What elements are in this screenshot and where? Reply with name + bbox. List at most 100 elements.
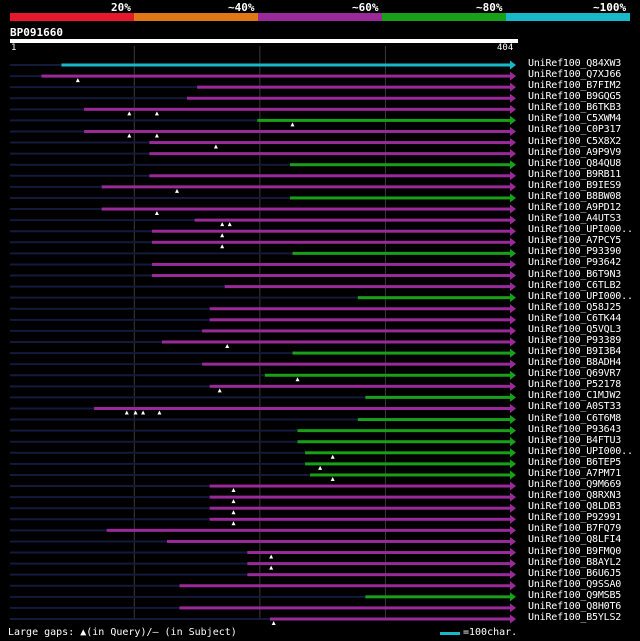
hit-label[interactable]: UniRef100_Q8LFI4 [528, 534, 622, 546]
hit-label[interactable]: UniRef100_Q84QU8 [528, 157, 622, 169]
hit-label[interactable]: UniRef100_B6T9N3 [528, 268, 622, 280]
hit-row[interactable] [10, 326, 516, 336]
hit-label[interactable]: UniRef100_C6TK44 [528, 312, 622, 324]
hit-row[interactable] [10, 581, 516, 591]
hit-label[interactable]: UniRef100_C5X8X2 [528, 135, 622, 147]
hit-row[interactable] [10, 237, 516, 249]
hit-row[interactable] [10, 415, 516, 425]
hit-row[interactable] [10, 138, 516, 149]
hit-label[interactable]: UniRef100_B8AYL2 [528, 556, 622, 568]
hit-row[interactable] [10, 71, 516, 83]
hit-label[interactable]: UniRef100_B9RB11 [528, 168, 622, 180]
hit-label[interactable]: UniRef100_A9PD12 [528, 202, 622, 214]
hit-row[interactable] [10, 182, 516, 193]
hit-label[interactable]: UniRef100_A7PM71 [528, 467, 622, 479]
hit-row[interactable] [10, 437, 516, 447]
hit-label[interactable]: UniRef100_Q69VR7 [528, 368, 622, 380]
hit-label[interactable]: UniRef100_A9P9V9 [528, 146, 622, 158]
hit-label[interactable]: UniRef100_Q9SSA0 [528, 578, 622, 590]
hit-label[interactable]: UniRef100_C0P317 [528, 124, 622, 136]
hit-row[interactable] [10, 614, 516, 626]
hit-row[interactable] [10, 459, 516, 470]
hit-label[interactable]: UniRef100_B9GQG5 [528, 91, 622, 103]
hit-row[interactable] [10, 282, 516, 292]
hit-label[interactable]: UniRef100_B4FTU3 [528, 434, 622, 446]
hit-row[interactable] [10, 403, 516, 415]
hit-label[interactable]: UniRef100_UPI000.. [528, 445, 633, 457]
hit-row[interactable] [10, 426, 516, 436]
hit-label[interactable]: UniRef100_P52178 [528, 379, 622, 391]
hit-row[interactable] [10, 204, 516, 216]
hit-label[interactable]: UniRef100_B6TKB3 [528, 102, 622, 114]
hit-row[interactable] [10, 548, 516, 559]
hit-row[interactable] [10, 60, 516, 70]
hit-row[interactable] [10, 603, 516, 613]
hit-label[interactable]: UniRef100_P93642 [528, 257, 622, 269]
hit-label[interactable]: UniRef100_UPI000.. [528, 224, 633, 236]
hit-row[interactable] [10, 259, 516, 269]
hit-row[interactable] [10, 470, 516, 481]
hit-row[interactable] [10, 271, 516, 281]
hit-row[interactable] [10, 492, 516, 504]
hit-row[interactable] [10, 514, 516, 526]
hit-row[interactable] [10, 215, 516, 227]
hit-row[interactable] [10, 570, 516, 580]
hit-row[interactable] [10, 226, 516, 238]
hit-label[interactable]: UniRef100_A4UTS3 [528, 213, 622, 225]
hit-row[interactable] [10, 348, 516, 358]
hit-label[interactable]: UniRef100_C6T6M8 [528, 412, 622, 424]
hit-label[interactable]: UniRef100_Q9M669 [528, 479, 622, 491]
hit-row[interactable] [10, 82, 516, 92]
hit-label[interactable]: UniRef100_C1MJW2 [528, 390, 622, 402]
hit-label[interactable]: UniRef100_Q8RXN3 [528, 490, 622, 502]
hit-label[interactable]: UniRef100_B9FMQ0 [528, 545, 622, 557]
hit-label[interactable]: UniRef100_P93643 [528, 423, 622, 435]
hit-label[interactable]: UniRef100_Q58J25 [528, 301, 622, 313]
hit-row[interactable] [10, 193, 516, 203]
hit-row[interactable] [10, 248, 516, 258]
hit-label[interactable]: UniRef100_A0ST33 [528, 401, 622, 413]
hit-label[interactable]: UniRef100_B8BW08 [528, 190, 622, 202]
hit-label[interactable]: UniRef100_Q9MSB5 [528, 589, 622, 601]
hit-row[interactable] [10, 315, 516, 325]
hit-row[interactable] [10, 392, 516, 402]
hit-row[interactable] [10, 503, 516, 515]
hit-row[interactable] [10, 104, 516, 116]
hit-label[interactable]: UniRef100_UPI000.. [528, 290, 633, 302]
hit-label[interactable]: UniRef100_B5YLS2 [528, 612, 622, 623]
hit-row[interactable] [10, 525, 516, 535]
hit-label[interactable]: UniRef100_B6U6J5 [528, 567, 622, 579]
hit-row[interactable] [10, 171, 516, 181]
hit-label[interactable]: UniRef100_Q8H0T6 [528, 600, 622, 612]
hit-label[interactable]: UniRef100_C6TLB2 [528, 279, 622, 291]
hit-label[interactable]: UniRef100_B8ADH4 [528, 357, 622, 369]
hit-label[interactable]: UniRef100_P93390 [528, 246, 622, 258]
hit-label[interactable]: UniRef100_A7PCY5 [528, 235, 622, 247]
hit-label[interactable]: UniRef100_B6TEP5 [528, 456, 622, 468]
hit-label[interactable]: UniRef100_Q7XJ66 [528, 69, 622, 81]
hit-row[interactable] [10, 126, 516, 138]
hit-row[interactable] [10, 481, 516, 493]
hit-label[interactable]: UniRef100_Q5VQL3 [528, 323, 622, 335]
hit-row[interactable] [10, 115, 516, 127]
hit-row[interactable] [10, 592, 516, 602]
hit-row[interactable] [10, 149, 516, 159]
hit-row[interactable] [10, 559, 516, 570]
hit-row[interactable] [10, 337, 516, 349]
hit-row[interactable] [10, 536, 516, 546]
hit-row[interactable] [10, 381, 516, 393]
hit-label[interactable]: UniRef100_C5XWM4 [528, 113, 622, 125]
hit-label[interactable]: UniRef100_B9IES9 [528, 179, 622, 191]
hit-label[interactable]: UniRef100_B7FQ79 [528, 523, 622, 535]
hit-row[interactable] [10, 448, 516, 459]
hit-label[interactable]: UniRef100_Q84XW3 [528, 58, 622, 69]
hit-row[interactable] [10, 359, 516, 369]
hit-label[interactable]: UniRef100_Q8LDB3 [528, 501, 622, 513]
hit-row[interactable] [10, 93, 516, 103]
hit-label[interactable]: UniRef100_B7FIM2 [528, 80, 622, 92]
hit-label[interactable]: UniRef100_B9I3B4 [528, 346, 622, 358]
hit-row[interactable] [10, 370, 516, 382]
hit-label[interactable]: UniRef100_P92991 [528, 512, 622, 524]
hit-row[interactable] [10, 304, 516, 314]
hit-row[interactable] [10, 293, 516, 303]
